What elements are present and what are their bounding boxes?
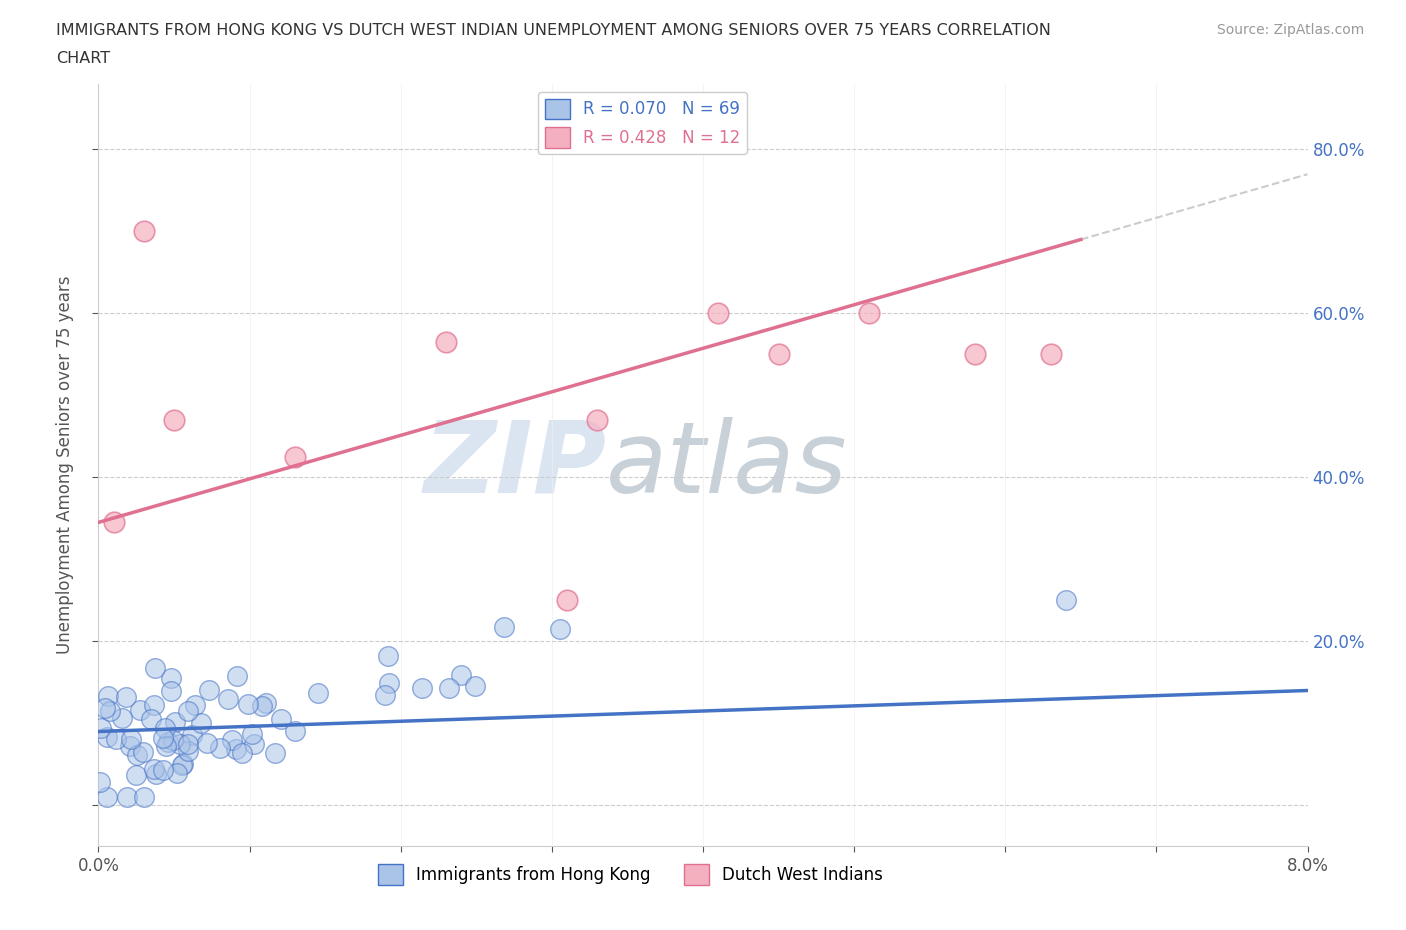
Point bbox=[548, 621, 571, 636]
Point bbox=[226, 669, 249, 684]
Point bbox=[90, 721, 112, 736]
Point bbox=[132, 790, 155, 804]
Point bbox=[177, 737, 200, 751]
Point bbox=[768, 347, 790, 362]
Point bbox=[139, 711, 162, 726]
Point bbox=[160, 671, 183, 685]
Point bbox=[127, 747, 149, 762]
Point bbox=[434, 335, 457, 350]
Point bbox=[166, 766, 188, 781]
Y-axis label: Unemployment Among Seniors over 75 years: Unemployment Among Seniors over 75 years bbox=[56, 276, 75, 654]
Point bbox=[177, 703, 200, 718]
Point bbox=[142, 698, 165, 712]
Point bbox=[377, 649, 399, 664]
Point bbox=[221, 732, 243, 747]
Point bbox=[153, 721, 176, 736]
Point bbox=[94, 700, 117, 715]
Point bbox=[190, 716, 212, 731]
Point bbox=[236, 697, 259, 711]
Point bbox=[128, 703, 150, 718]
Point bbox=[155, 738, 177, 753]
Point bbox=[378, 675, 401, 690]
Point bbox=[162, 733, 184, 748]
Point bbox=[1039, 347, 1062, 362]
Point bbox=[198, 683, 221, 698]
Text: Source: ZipAtlas.com: Source: ZipAtlas.com bbox=[1216, 23, 1364, 37]
Text: atlas: atlas bbox=[606, 417, 848, 513]
Text: IMMIGRANTS FROM HONG KONG VS DUTCH WEST INDIAN UNEMPLOYMENT AMONG SENIORS OVER 7: IMMIGRANTS FROM HONG KONG VS DUTCH WEST … bbox=[56, 23, 1052, 38]
Point bbox=[240, 727, 263, 742]
Point bbox=[217, 692, 239, 707]
Point bbox=[264, 745, 287, 760]
Point bbox=[225, 742, 247, 757]
Text: CHART: CHART bbox=[56, 51, 110, 66]
Point bbox=[157, 735, 180, 750]
Point bbox=[464, 679, 486, 694]
Point bbox=[284, 724, 307, 738]
Point bbox=[172, 758, 194, 773]
Point bbox=[152, 762, 174, 777]
Point bbox=[96, 730, 118, 745]
Point bbox=[117, 790, 139, 804]
Point bbox=[104, 732, 127, 747]
Point bbox=[965, 347, 987, 362]
Point bbox=[254, 696, 277, 711]
Point bbox=[160, 684, 183, 698]
Point bbox=[439, 681, 461, 696]
Point bbox=[209, 741, 232, 756]
Point bbox=[152, 731, 174, 746]
Point bbox=[374, 687, 396, 702]
Point bbox=[120, 738, 142, 753]
Point bbox=[450, 668, 472, 683]
Point bbox=[163, 413, 186, 428]
Point bbox=[707, 306, 730, 321]
Point bbox=[270, 711, 292, 726]
Point bbox=[492, 620, 515, 635]
Point bbox=[97, 688, 120, 703]
Point bbox=[145, 766, 167, 781]
Point bbox=[96, 790, 118, 804]
Point bbox=[411, 681, 433, 696]
Point bbox=[250, 698, 273, 713]
Legend: Immigrants from Hong Kong, Dutch West Indians: Immigrants from Hong Kong, Dutch West In… bbox=[371, 857, 890, 891]
Point bbox=[586, 413, 609, 428]
Point bbox=[177, 743, 200, 758]
Point bbox=[243, 737, 266, 751]
Point bbox=[555, 592, 578, 607]
Point bbox=[163, 714, 186, 729]
Point bbox=[132, 224, 155, 239]
Point bbox=[143, 660, 166, 675]
Point bbox=[125, 768, 148, 783]
Point bbox=[143, 762, 166, 777]
Point bbox=[183, 698, 205, 712]
Point bbox=[103, 515, 125, 530]
Point bbox=[1054, 592, 1077, 607]
Point bbox=[195, 736, 218, 751]
Point bbox=[284, 449, 307, 464]
Point bbox=[120, 732, 142, 747]
Point bbox=[172, 757, 194, 772]
Point bbox=[89, 775, 111, 790]
Point bbox=[858, 306, 880, 321]
Point bbox=[231, 745, 253, 760]
Point bbox=[132, 745, 155, 760]
Point bbox=[111, 711, 134, 726]
Point bbox=[115, 690, 138, 705]
Point bbox=[181, 727, 204, 742]
Point bbox=[307, 685, 329, 700]
Point bbox=[169, 737, 191, 751]
Text: ZIP: ZIP bbox=[423, 417, 606, 513]
Point bbox=[98, 703, 121, 718]
